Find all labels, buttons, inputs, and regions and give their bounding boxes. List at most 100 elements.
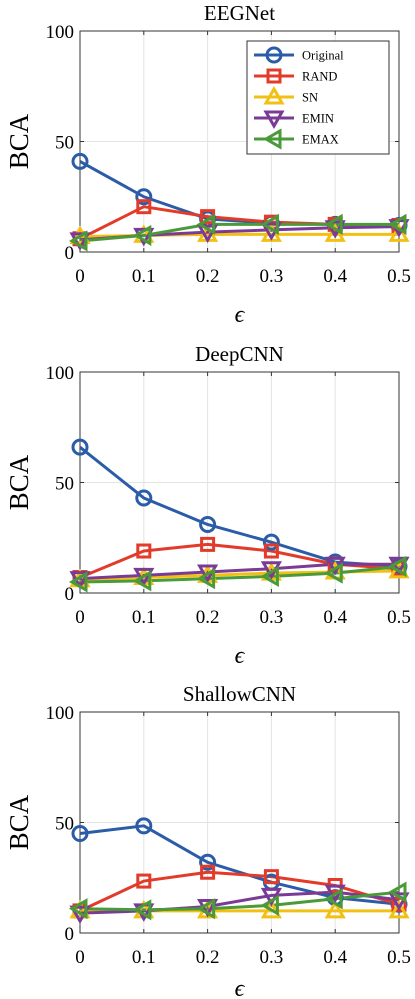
data-point-original	[71, 438, 89, 456]
y-tick-label: 50	[55, 474, 74, 495]
legend-marker-emax	[262, 128, 282, 150]
data-point-emax	[68, 571, 88, 593]
data-point-original	[135, 489, 153, 507]
chart-panel-2: ShallowCNN 0 0.1 0.2 0.3 0.4 0.5 0 50 100 ϵ BCA	[4, 682, 411, 999]
x-tick-label: 0.4	[323, 266, 347, 287]
y-tick-label: 100	[46, 703, 75, 724]
data-point-emin	[133, 567, 155, 587]
y-tick-label: 100	[46, 363, 75, 384]
data-point-emax	[196, 568, 216, 590]
data-point-emax	[260, 213, 279, 235]
legend-marker-original	[265, 46, 283, 64]
x-tick-label: 0.1	[132, 947, 156, 968]
data-point-sn	[324, 899, 346, 919]
y-tick-label: 0	[65, 243, 75, 264]
x-tick-label: 0.2	[196, 607, 220, 628]
data-point-original	[135, 817, 153, 835]
x-tick-label: 0.1	[132, 607, 156, 628]
data-point-emax	[196, 213, 216, 235]
chart-panel-1: DeepCNN 0 0.1 0.2 0.3 0.4 0.5 0 50 100 ϵ BCA	[4, 342, 411, 669]
x-axis-label: ϵ	[235, 643, 246, 669]
data-point-emax	[324, 562, 343, 584]
data-point-sn	[388, 223, 410, 242]
data-point-emax	[260, 565, 279, 588]
x-tick-label: 0	[75, 266, 85, 287]
y-tick-label: 0	[65, 924, 75, 945]
data-point-sn	[388, 899, 410, 919]
data-point-emax	[196, 898, 216, 920]
y-tick-label: 50	[55, 814, 74, 835]
data-point-emax	[324, 213, 343, 235]
data-point-emax	[387, 213, 407, 235]
x-tick-label: 0	[75, 947, 85, 968]
data-point-emax	[387, 881, 407, 903]
x-tick-label: 0.5	[387, 266, 411, 287]
x-axis-label: ϵ	[235, 976, 246, 999]
data-point-emin	[388, 892, 410, 911]
data-point-original	[199, 515, 217, 533]
data-point-sn	[260, 899, 282, 919]
y-tick-label: 0	[65, 584, 75, 605]
legend-marker-sn	[263, 85, 285, 105]
data-point-rand	[263, 869, 279, 885]
data-point-emin	[260, 887, 282, 907]
data-point-rand	[200, 864, 216, 880]
x-tick-label: 0.3	[260, 607, 284, 628]
data-point-rand	[200, 536, 216, 552]
data-point-original	[262, 533, 280, 551]
data-point-emax	[260, 894, 279, 916]
series-line-emin	[79, 562, 399, 581]
data-point-emax	[132, 224, 152, 247]
data-point-emin	[197, 224, 219, 244]
data-point-original	[71, 152, 89, 170]
data-point-original	[135, 188, 153, 206]
data-point-emax	[132, 570, 152, 592]
data-point-rand	[136, 873, 152, 889]
series-line-emax	[79, 222, 399, 243]
y-axis-label: BCA	[4, 794, 34, 850]
data-point-emax	[387, 555, 407, 578]
x-tick-label: 0.2	[196, 947, 220, 968]
legend-marker-emin	[263, 110, 285, 130]
x-tick-label: 0.3	[260, 947, 284, 968]
series-line-rand	[79, 870, 400, 913]
data-point-emax	[132, 899, 152, 921]
legend-label-sn: SN	[302, 91, 318, 105]
data-point-emax	[68, 230, 88, 252]
data-point-sn	[324, 223, 346, 242]
legend-marker-rand	[266, 68, 282, 84]
data-point-rand	[136, 543, 152, 559]
data-point-original	[199, 853, 217, 871]
x-axis-label: ϵ	[235, 302, 246, 328]
legend-label-rand: RAND	[302, 70, 337, 84]
x-tick-label: 0	[75, 607, 85, 628]
chart-title: DeepCNN	[195, 342, 284, 366]
chart-panel-0: EEGNet 0 0.1 0.2 0.3 0.4 0.5 0 50 100 ϵ BCA Original…	[4, 1, 411, 328]
x-tick-label: 0.2	[196, 266, 220, 287]
data-point-rand	[136, 199, 152, 215]
legend-label-emin: EMIN	[302, 112, 334, 126]
x-tick-label: 0.1	[132, 266, 156, 287]
y-tick-label: 100	[46, 22, 75, 43]
legend-label-original: Original	[302, 49, 344, 63]
y-tick-label: 50	[55, 133, 74, 154]
data-point-original	[71, 825, 89, 843]
x-tick-label: 0.4	[323, 947, 347, 968]
x-tick-label: 0.5	[387, 947, 411, 968]
legend: Original RAND SN EMIN EMAX	[246, 40, 390, 155]
x-tick-label: 0.5	[387, 607, 411, 628]
chart-title: EEGNet	[204, 1, 275, 25]
legend-label-emax: EMAX	[302, 133, 339, 147]
chart-title: ShallowCNN	[183, 682, 296, 706]
data-point-rand	[263, 543, 279, 559]
series-line-emin	[79, 890, 400, 915]
y-axis-label: BCA	[4, 454, 34, 510]
x-tick-label: 0.3	[260, 266, 284, 287]
data-point-emax	[68, 898, 88, 920]
data-point-emin	[69, 232, 91, 251]
x-tick-label: 0.4	[323, 607, 347, 628]
data-point-emax	[324, 888, 343, 910]
data-point-emin	[324, 220, 346, 239]
y-axis-label: BCA	[4, 113, 34, 169]
